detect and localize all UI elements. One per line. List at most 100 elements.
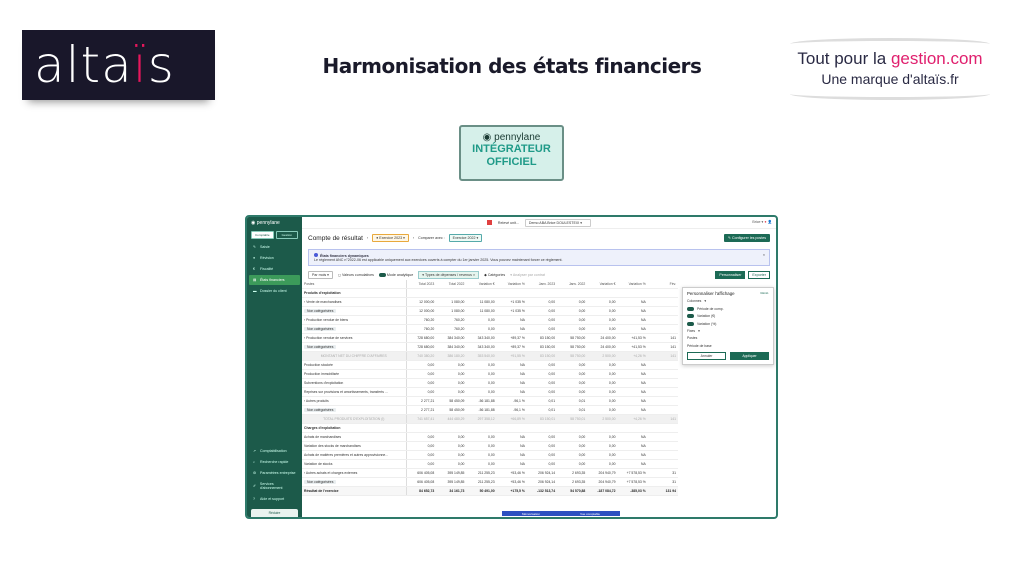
cell-value: 0,00 bbox=[557, 432, 588, 442]
cell-value: 0,00 bbox=[587, 378, 618, 388]
period-granularity-select[interactable]: Par mois ▾ bbox=[308, 271, 333, 279]
cumulative-toggle[interactable]: ◻ Valeurs cumulatives bbox=[338, 273, 374, 277]
cell-value: 58 450,09 bbox=[436, 396, 467, 406]
cell-value: 0,00 bbox=[557, 369, 588, 379]
tab-gestion[interactable]: Gestion bbox=[275, 231, 298, 239]
compare-period-select[interactable]: Exercice 2022 ▾ bbox=[448, 234, 483, 242]
cancel-button[interactable]: Annuler bbox=[687, 351, 726, 360]
table-row[interactable]: Non catégorisées 12 000,00 1 080,00 11 080,… bbox=[302, 306, 678, 316]
toggle-switch[interactable] bbox=[687, 306, 694, 311]
table-row[interactable]: Variation de stocks 0,00 0,00 0,00 NA 0,00 0,0… bbox=[302, 459, 678, 469]
sidebar-item[interactable]: ✐ Services d'abonnement bbox=[249, 479, 300, 493]
cell-value bbox=[647, 378, 678, 388]
column-header[interactable]: Total 2022 bbox=[436, 280, 467, 289]
table-row[interactable]: Achats de matières premières et autres a… bbox=[302, 450, 678, 460]
table-row[interactable]: › Production vendue de services 728 680,0… bbox=[302, 333, 678, 343]
column-header[interactable]: Postes bbox=[302, 280, 407, 289]
cell-value: 11 080,00 bbox=[466, 297, 497, 307]
table-row[interactable]: Non catégorisées 2 277,21 58 450,09 -56 181… bbox=[302, 405, 678, 415]
analytic-toggle[interactable]: Mode analytique bbox=[378, 273, 413, 278]
sidebar-item[interactable]: € Fiscalité bbox=[249, 264, 300, 274]
column-header[interactable]: Variation % bbox=[617, 280, 648, 289]
cell-value: 0,00 bbox=[587, 324, 618, 334]
types-filter[interactable]: ▾ Types de dépenses / revenus × bbox=[418, 271, 480, 279]
row-label: Résultat de l'exercice bbox=[302, 486, 407, 496]
table-row[interactable]: Reprises sur provisions et amortissement… bbox=[302, 387, 678, 397]
table-row[interactable]: Production stockée 0,00 0,00 0,00 NA 0,00 0,00… bbox=[302, 360, 678, 370]
export-button[interactable]: Exporter bbox=[748, 271, 770, 279]
sidebar-item-label: Paramètres entreprise bbox=[260, 471, 296, 475]
toggle-switch[interactable] bbox=[687, 321, 694, 326]
table-row[interactable]: Achats de marchandises 0,00 0,00 0,00 NA 0,00… bbox=[302, 432, 678, 442]
cell-value: 0,01 bbox=[526, 396, 558, 406]
rows-section[interactable]: Fixes ▾ bbox=[687, 328, 700, 333]
table-row[interactable]: › Vente de marchandises 12 000,00 1 080,00… bbox=[302, 297, 678, 307]
table-row[interactable]: Charges d'exploitation bbox=[302, 423, 678, 433]
cell-value: 0,01 bbox=[557, 396, 588, 406]
cell-value: 0,00 bbox=[406, 441, 437, 451]
period-select[interactable]: ● Exercice 2023 ▾ bbox=[372, 234, 409, 242]
cell-value: 353 540,00 bbox=[466, 351, 497, 361]
table-row[interactable]: Non catégorisées 606 405,08 395 149,85 211 … bbox=[302, 477, 678, 487]
sidebar-item[interactable]: ▤ États financiers bbox=[249, 275, 300, 285]
customize-button[interactable]: Personnaliser bbox=[715, 271, 746, 279]
sidebar-item[interactable]: ▬ Dossier du client bbox=[249, 286, 300, 296]
row-label: MONTANT NET DU CHIFFRE D'AFFAIRES bbox=[302, 351, 407, 361]
column-header[interactable]: Janv. 2022 bbox=[557, 280, 588, 289]
pen-icon: ✐ bbox=[253, 484, 257, 488]
table-row[interactable]: › Autres achats et charges externes 606 4… bbox=[302, 468, 678, 478]
reset-link[interactable]: Réinit. bbox=[760, 291, 769, 295]
user-menu[interactable]: Brice ▾ ● 👤 bbox=[752, 220, 772, 224]
column-header[interactable]: Fév. bbox=[647, 280, 678, 289]
table-row[interactable]: Variation des stocks de marchandises 0,00… bbox=[302, 441, 678, 451]
apply-button[interactable]: Appliquer bbox=[730, 351, 769, 360]
sidebar-item[interactable]: ⌕ Recherche rapide bbox=[249, 457, 300, 467]
row-label: Non catégorisées bbox=[302, 342, 407, 352]
cell-value: 0,00 bbox=[466, 387, 497, 397]
accounting-view-button[interactable]: Vue comptable bbox=[580, 511, 600, 516]
table-row[interactable]: Production immobilisée 0,00 0,00 0,00 NA 0,00… bbox=[302, 369, 678, 379]
table-row[interactable]: MONTANT NET DU CHIFFRE D'AFFAIRES 740 380… bbox=[302, 351, 678, 361]
column-header[interactable]: Variation % bbox=[496, 280, 527, 289]
toggle-switch[interactable] bbox=[687, 314, 694, 319]
sidebar-item-label: Comptabilisation bbox=[260, 449, 287, 453]
cell-value bbox=[647, 369, 678, 379]
table-row[interactable]: Non catégorisées 760,20 760,20 0,00 NA 0,00 0,… bbox=[302, 324, 678, 334]
table-row[interactable]: Non catégorisées 728 680,00 384 340,00 343 … bbox=[302, 342, 678, 352]
table-row[interactable]: Résultat de l'exercice 84 652,73 34 161,73… bbox=[302, 486, 678, 496]
cell-value: NA bbox=[617, 378, 648, 388]
column-header[interactable]: Janv. 2023 bbox=[526, 280, 558, 289]
table-row[interactable]: TOTAL PRODUITS D'EXPLOITATION (I) 741 657… bbox=[302, 414, 678, 424]
reduce-button[interactable]: Réduire bbox=[251, 509, 298, 517]
cell-value bbox=[526, 423, 558, 433]
sidebar-item[interactable]: ? Aide et support bbox=[249, 494, 300, 504]
tab-comptable[interactable]: Comptable bbox=[251, 231, 274, 239]
document-link[interactable]: Relevé unit... bbox=[497, 220, 519, 225]
sidebar-item[interactable]: ✎ Saisie bbox=[249, 242, 300, 252]
close-icon[interactable]: × bbox=[762, 253, 765, 257]
cell-value: 0,00 bbox=[406, 459, 437, 469]
column-header[interactable]: Total 2023 bbox=[406, 280, 437, 289]
column-toggle[interactable]: Variation (%) bbox=[687, 321, 769, 326]
table-row[interactable]: › Autres produits 2 277,21 58 450,09 -56 18… bbox=[302, 396, 678, 406]
table-row[interactable]: Produits d'exploitation bbox=[302, 288, 678, 298]
categories-filter[interactable]: ◆ Catégories bbox=[484, 273, 506, 277]
sidebar-item[interactable]: ● Révision bbox=[249, 253, 300, 263]
configure-button[interactable]: ✎ Configurer les postes bbox=[724, 234, 770, 242]
cell-value bbox=[436, 288, 467, 298]
column-toggle[interactable]: Variation (€) bbox=[687, 314, 769, 319]
popup-item[interactable]: Postes bbox=[687, 336, 698, 341]
sidebar-item[interactable]: ↗ Comptabilisation bbox=[249, 446, 300, 456]
popup-item[interactable]: Période de base bbox=[687, 343, 712, 348]
sidebar-item[interactable]: ⚙ Paramètres entreprise bbox=[249, 468, 300, 478]
analyse-filter[interactable]: ▾ Analyser par contrat bbox=[510, 273, 545, 277]
columns-section[interactable]: Colonnes ▾ bbox=[687, 299, 707, 304]
column-toggle[interactable]: Période de comp. bbox=[687, 306, 769, 311]
column-header[interactable]: Variation € bbox=[466, 280, 497, 289]
table-row[interactable]: › Production vendue de biens 760,20 760,20… bbox=[302, 315, 678, 325]
company-select[interactable]: Demo ABA Brice DOULESTEIX ▾ bbox=[524, 218, 592, 227]
memorisation-button[interactable]: Mémorisation bbox=[522, 511, 541, 516]
table-row[interactable]: Subventions d'exploitation 0,00 0,00 0,00 NA… bbox=[302, 378, 678, 388]
cell-value: +4,26 % bbox=[617, 414, 648, 424]
column-header[interactable]: Variation € bbox=[587, 280, 618, 289]
